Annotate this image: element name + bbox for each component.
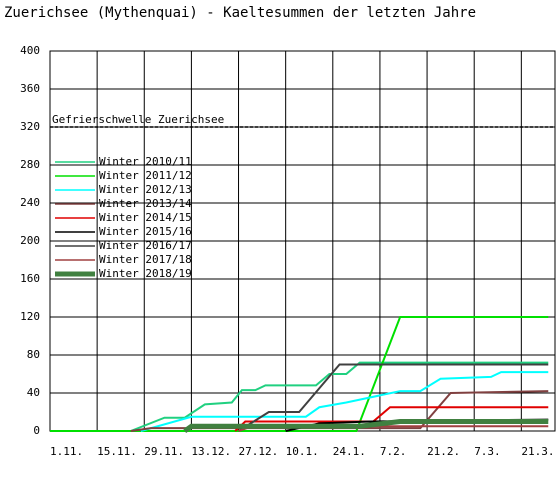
series-line — [130, 390, 549, 432]
y-tick-label: 120 — [20, 310, 40, 323]
x-tick-label: 21.3. — [521, 445, 554, 458]
x-tick-label: 21.2. — [427, 445, 460, 458]
y-tick-label: 160 — [20, 272, 40, 285]
y-tick-label: 0 — [33, 424, 40, 437]
x-tick-label: 24.1. — [333, 445, 366, 458]
y-tick-label: 40 — [27, 386, 40, 399]
legend-label: Winter 2014/15 — [99, 211, 192, 224]
legend-label: Winter 2012/13 — [99, 183, 192, 196]
x-tick-label: 10.1. — [286, 445, 319, 458]
threshold-label: Gefrierschwelle Zuerichsee — [52, 113, 224, 126]
y-tick-label: 200 — [20, 234, 40, 247]
legend-label: Winter 2011/12 — [99, 169, 192, 182]
series-line — [183, 419, 549, 434]
legend-label: Winter 2016/17 — [99, 239, 192, 252]
x-tick-label: 13.12. — [191, 445, 231, 458]
legend-label: Winter 2017/18 — [99, 253, 192, 266]
series-line — [140, 371, 549, 432]
y-tick-label: 320 — [20, 120, 40, 133]
x-tick-label: 7.3. — [474, 445, 501, 458]
series-line — [50, 316, 549, 432]
y-tick-label: 280 — [20, 158, 40, 171]
x-tick-label: 7.2. — [380, 445, 407, 458]
chart-title: Zuerichsee (Mythenquai) - Kaeltesummen d… — [4, 5, 476, 21]
x-tick-label: 15.11. — [97, 445, 137, 458]
legend-label: Winter 2015/16 — [99, 225, 192, 238]
y-tick-label: 400 — [20, 44, 40, 57]
x-tick-label: 29.11. — [144, 445, 184, 458]
legend-label: Winter 2018/19 — [99, 267, 192, 280]
legend-label: Winter 2010/11 — [99, 155, 192, 168]
y-tick-label: 240 — [20, 196, 40, 209]
series-line — [238, 363, 549, 432]
x-tick-label: 27.12. — [239, 445, 279, 458]
legend-label: Winter 2013/14 — [99, 197, 192, 210]
x-tick-label: 1.11. — [50, 445, 83, 458]
y-tick-label: 360 — [20, 82, 40, 95]
y-tick-label: 80 — [27, 348, 40, 361]
